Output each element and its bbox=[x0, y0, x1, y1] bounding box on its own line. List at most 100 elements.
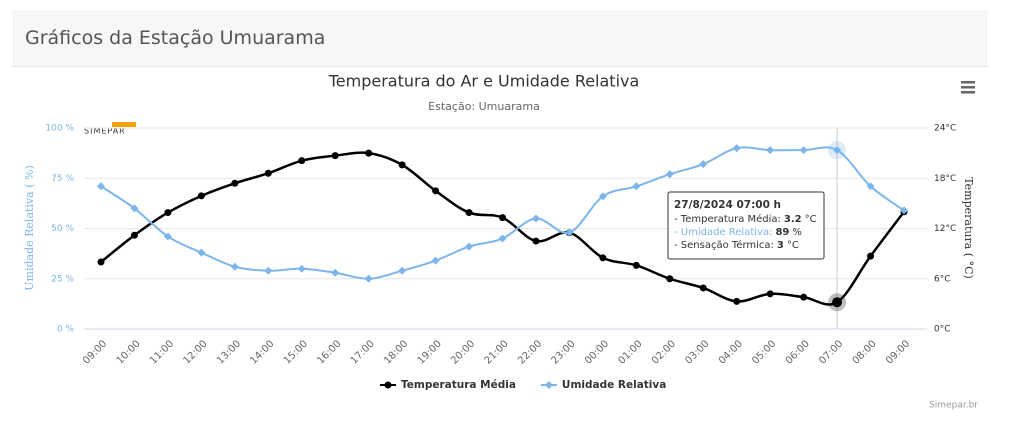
point bbox=[699, 160, 708, 169]
point bbox=[766, 146, 775, 155]
point bbox=[298, 157, 306, 165]
y-tick-label: 50 % bbox=[51, 224, 74, 234]
point bbox=[867, 252, 875, 260]
point bbox=[130, 231, 138, 239]
point bbox=[499, 214, 506, 222]
legend-marker bbox=[544, 381, 553, 389]
y-tick-label: 0 % bbox=[57, 325, 75, 335]
tooltip-box bbox=[667, 191, 825, 260]
point bbox=[197, 248, 206, 257]
y-tick-label: 100 % bbox=[45, 124, 74, 134]
point bbox=[866, 182, 875, 191]
point bbox=[800, 293, 808, 301]
menu-button[interactable] bbox=[961, 81, 975, 94]
tooltip-unit: °C bbox=[805, 214, 817, 225]
point bbox=[465, 209, 473, 217]
point bbox=[97, 182, 105, 191]
point bbox=[97, 258, 105, 266]
tooltip-value: 89 bbox=[775, 227, 789, 238]
tooltip-value: 3.2 bbox=[784, 214, 802, 225]
point bbox=[598, 192, 607, 201]
y2-tick-label: 12°C bbox=[934, 224, 956, 234]
logo-mark bbox=[112, 122, 136, 127]
point bbox=[632, 261, 640, 269]
point bbox=[498, 234, 507, 243]
chart-title: Temperatura do Ar e Umidade Relativa bbox=[328, 72, 640, 91]
tooltip: 27/8/2024 07:00 h - Temperatura Média: 3.2… bbox=[667, 191, 825, 260]
tooltip-unit: °C bbox=[787, 240, 799, 251]
point bbox=[733, 297, 741, 305]
legend-label: Umidade Relativa bbox=[562, 379, 666, 391]
x-tick-label: 22:00 bbox=[516, 338, 544, 366]
point bbox=[365, 149, 373, 157]
x-tick-label: 16:00 bbox=[315, 338, 343, 366]
y-tick-label: 25 % bbox=[51, 274, 74, 284]
point bbox=[331, 152, 339, 160]
logo: SIMEPAR bbox=[84, 127, 126, 136]
point bbox=[432, 187, 440, 195]
point bbox=[532, 237, 540, 245]
x-tick-label: 03:00 bbox=[683, 338, 711, 366]
point bbox=[832, 297, 843, 308]
y2-tick-label: 24°C bbox=[934, 124, 956, 134]
y-tick-label: 75 % bbox=[51, 174, 74, 184]
point bbox=[130, 204, 139, 213]
legend-label: Temperatura Média bbox=[401, 379, 516, 391]
y2-tick-label: 0°C bbox=[934, 325, 951, 335]
point bbox=[230, 262, 239, 271]
x-tick-label: 09:00 bbox=[81, 338, 109, 366]
tooltip-title: 27/8/2024 07:00 h bbox=[674, 199, 781, 211]
point bbox=[164, 209, 172, 217]
x-tick-label: 11:00 bbox=[148, 338, 176, 366]
point bbox=[297, 264, 306, 273]
y2-tick-label: 18°C bbox=[934, 174, 956, 184]
x-tick-label: 00:00 bbox=[583, 338, 611, 366]
x-tick-label: 08:00 bbox=[851, 338, 879, 366]
point bbox=[163, 232, 172, 241]
point bbox=[833, 146, 842, 155]
point bbox=[632, 182, 641, 191]
point bbox=[264, 266, 273, 275]
tooltip-label: - Sensação Térmica: bbox=[674, 239, 774, 251]
point bbox=[364, 274, 373, 283]
tooltip-value: 3 bbox=[777, 240, 784, 251]
point bbox=[732, 144, 741, 153]
x-tick-label: 18:00 bbox=[382, 338, 410, 366]
point bbox=[900, 206, 908, 215]
point bbox=[599, 254, 607, 262]
point bbox=[699, 284, 707, 292]
point bbox=[264, 169, 272, 177]
tooltip-row: - Temperatura Média: 3.2 °C bbox=[674, 213, 817, 225]
x-tick-label: 17:00 bbox=[349, 338, 377, 366]
page-title: Gráficos da Estação Umuarama bbox=[25, 27, 326, 49]
x-tick-label: 19:00 bbox=[416, 338, 444, 366]
x-tick-label: 10:00 bbox=[115, 338, 143, 366]
point bbox=[331, 268, 340, 277]
point bbox=[766, 290, 774, 298]
chart-subtitle: Estação: Umuarama bbox=[428, 100, 540, 113]
tooltip-row: - Umidade Relativa: 89% bbox=[674, 227, 802, 238]
point bbox=[565, 228, 574, 237]
x-tick-label: 14:00 bbox=[248, 338, 276, 366]
point bbox=[431, 256, 440, 265]
x-tick-label: 23:00 bbox=[549, 338, 577, 366]
tooltip-unit: % bbox=[792, 227, 802, 238]
point bbox=[465, 242, 474, 251]
y2-axis-title: Temperatura ( °C) bbox=[962, 177, 975, 279]
x-tick-label: 13:00 bbox=[215, 338, 243, 366]
legend-marker bbox=[384, 381, 392, 389]
tooltip-label: - Temperatura Média: bbox=[674, 213, 781, 225]
x-tick-label: 01:00 bbox=[616, 338, 644, 366]
x-tick-label: 06:00 bbox=[784, 338, 812, 366]
point bbox=[197, 192, 205, 200]
tooltip-row: - Sensação Térmica: 3 °C bbox=[674, 239, 799, 251]
x-tick-label: 09:00 bbox=[884, 338, 912, 366]
y2-tick-label: 6°C bbox=[934, 274, 951, 284]
x-tick-label: 07:00 bbox=[817, 338, 845, 366]
point bbox=[531, 214, 540, 223]
x-tick-label: 04:00 bbox=[717, 338, 745, 366]
y-axis-title: Umidade Relativa ( %) bbox=[23, 165, 36, 290]
x-tick-label: 21:00 bbox=[483, 338, 511, 366]
x-tick-label: 20:00 bbox=[449, 338, 477, 366]
